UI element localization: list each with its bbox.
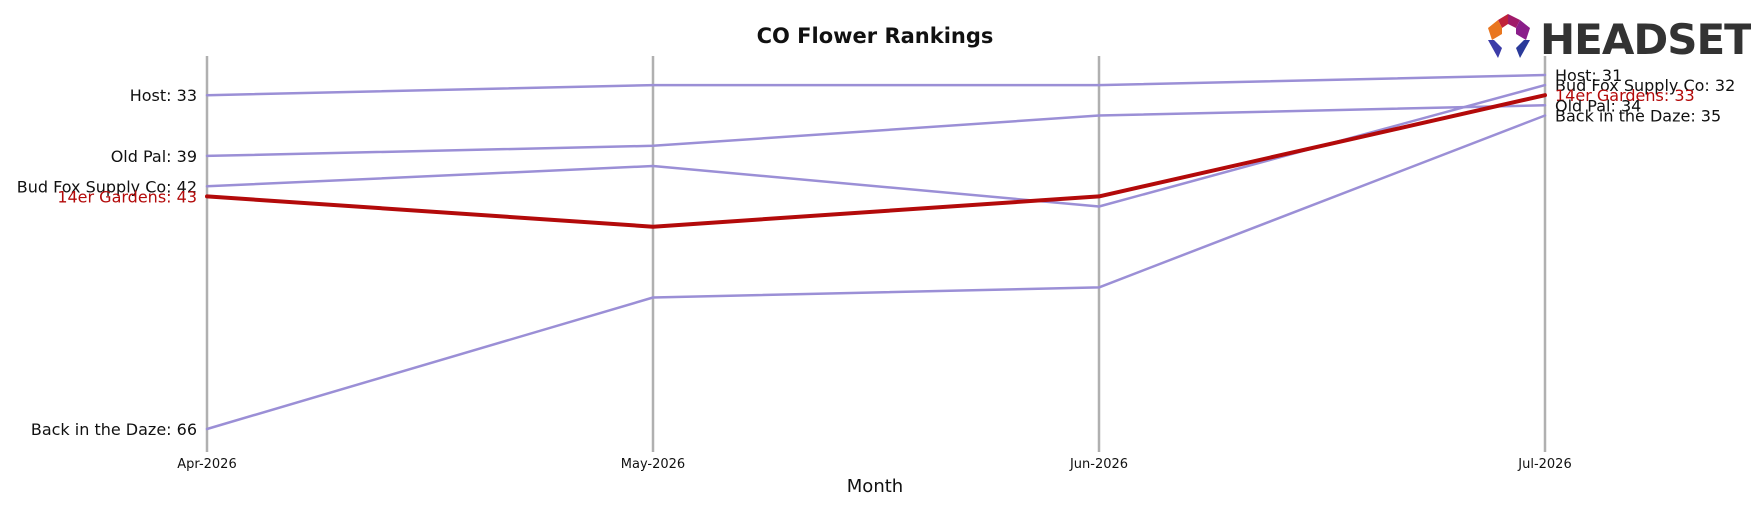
end-label-bud-fox-supply-co: Bud Fox Supply Co: 32 — [1555, 76, 1735, 95]
headset-logo-text: HEADSET — [1540, 15, 1751, 64]
series-line-bud-fox-supply-co — [205, 83, 1547, 208]
end-label-host: Host: 31 — [1555, 66, 1622, 85]
start-labels: Host: 33 Old Pal: 39 Bud Fox Supply Co: 42… — [17, 86, 197, 439]
x-tick-may-2026: May-2026 — [621, 457, 685, 472]
series-lines — [205, 73, 1547, 431]
x-axis-label: Month — [847, 476, 903, 497]
end-label-old-pal: Old Pal: 34 — [1555, 96, 1641, 115]
start-label-bud-fox-supply-co: Bud Fox Supply Co: 42 — [17, 177, 197, 196]
series-line-host — [205, 73, 1547, 97]
series-line-old-pal — [205, 104, 1547, 158]
start-label-old-pal: Old Pal: 39 — [111, 147, 197, 166]
series-line-14er-gardens — [205, 93, 1547, 229]
x-tick-jun-2026: Jun-2026 — [1069, 457, 1128, 472]
headset-logo-icon — [1488, 14, 1530, 58]
headset-logo: HEADSET — [1488, 14, 1751, 64]
gridlines — [205, 56, 1547, 452]
series-line-back-in-the-daze — [205, 114, 1547, 431]
end-label-back-in-the-daze: Back in the Daze: 35 — [1555, 107, 1721, 126]
start-label-host: Host: 33 — [130, 86, 197, 105]
start-label-14er-gardens: 14er Gardens: 43 — [57, 187, 197, 206]
x-tick-labels: Apr-2026 May-2026 Jun-2026 Jul-2026 — [177, 457, 1571, 472]
end-label-14er-gardens: 14er Gardens: 33 — [1555, 86, 1695, 105]
x-tick-jul-2026: Jul-2026 — [1517, 457, 1571, 472]
start-label-back-in-the-daze: Back in the Daze: 66 — [31, 420, 197, 439]
chart-title: CO Flower Rankings — [757, 24, 994, 48]
x-tick-apr-2026: Apr-2026 — [177, 457, 236, 472]
